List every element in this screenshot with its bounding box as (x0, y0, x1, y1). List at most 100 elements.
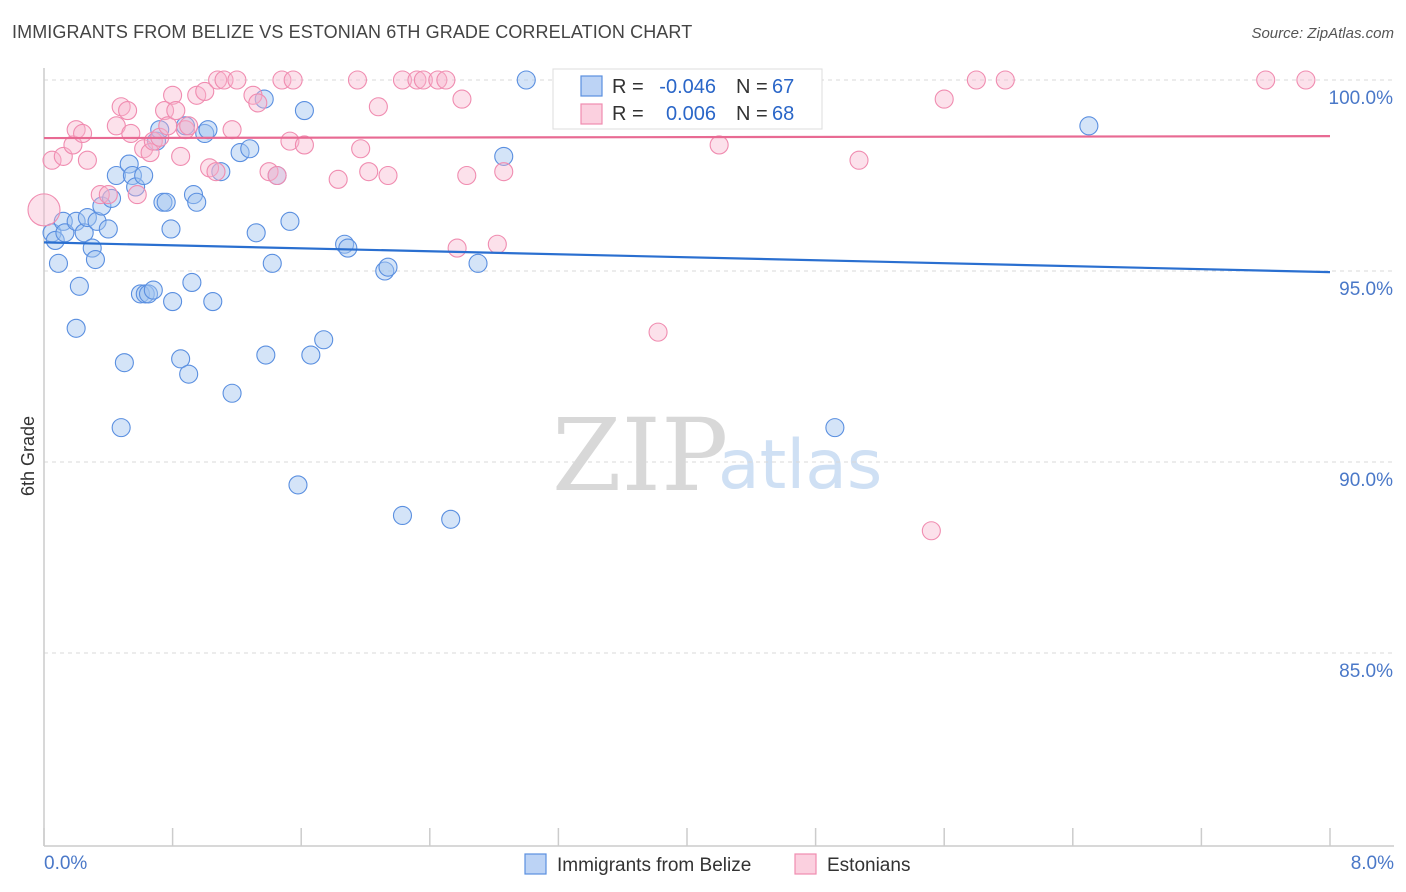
belize-point (126, 177, 146, 197)
estonians-point (127, 185, 147, 205)
belize-point (301, 345, 321, 365)
belize-point (45, 230, 65, 250)
y-axis-label: 6th Grade (18, 416, 38, 496)
estonians-point (368, 97, 388, 117)
belize-point (69, 276, 89, 296)
belize-point (222, 383, 242, 403)
belize-point (230, 143, 250, 163)
belize-point (66, 318, 86, 338)
belize-point (494, 146, 514, 166)
belize-point (171, 349, 191, 369)
estonians-point (267, 165, 287, 186)
belize-point (179, 364, 199, 384)
series-legend-swatch-estonians[interactable] (794, 853, 817, 875)
correlation-legend: R = -0.046 N = 67 R = 0.006 N = 68 (552, 68, 823, 130)
estonians-point (447, 238, 467, 258)
estonians-point (179, 116, 199, 136)
legend-n-label-belize: N = (736, 76, 768, 98)
belize-point (85, 249, 105, 270)
legend-r-value-estonians: 0.006 (666, 103, 716, 125)
belize-point (106, 165, 126, 186)
estonians-point (487, 234, 507, 254)
watermark-zip: ZIP (552, 397, 728, 514)
estonians-point (227, 70, 247, 90)
estonians-point (206, 162, 226, 182)
x-ticks (43, 828, 1331, 846)
series-legend-swatch-belize[interactable] (524, 853, 547, 875)
estonians-point (222, 120, 242, 140)
estonians-trend-line (43, 135, 1331, 140)
estonians-point (413, 70, 433, 90)
series-legend-label-belize[interactable]: Immigrants from Belize (557, 855, 751, 876)
estonians-point (1296, 70, 1316, 90)
belize-point (198, 120, 218, 140)
series-legend-label-estonians[interactable]: Estonians (827, 855, 910, 876)
belize-point (77, 207, 97, 228)
y-tick-label-2: 90.0% (1339, 470, 1393, 491)
estonians-point (121, 123, 141, 144)
legend-r-label-belize: R = (612, 76, 644, 98)
estonians-point (1256, 70, 1276, 90)
belize-point (111, 418, 131, 438)
y-tick-label-3: 85.0% (1339, 661, 1393, 682)
estonians-point (27, 193, 61, 227)
estonians-point (921, 521, 941, 541)
estonians-point (359, 162, 379, 182)
estonians-point (457, 165, 477, 186)
belize-point (211, 162, 231, 182)
estonians-point (195, 81, 215, 102)
belize-point (294, 101, 314, 121)
estonians-point (328, 169, 348, 189)
source-label: Source: ZipAtlas.com (1251, 25, 1394, 42)
estonians-point (407, 70, 427, 90)
axes (43, 68, 1394, 847)
belize-point (392, 505, 413, 526)
belize-point (134, 165, 154, 186)
belize-point (256, 345, 276, 365)
estonians-point (294, 135, 314, 155)
belize-point (161, 219, 181, 239)
belize-point (240, 139, 260, 159)
estonians-point (166, 101, 186, 121)
belize-point (87, 211, 107, 231)
belize-point (262, 253, 282, 273)
belize-point (156, 192, 176, 212)
legend-n-label-estonians: N = (736, 103, 768, 125)
belize-point (825, 418, 845, 438)
estonians-point (648, 322, 668, 342)
belize-point (66, 211, 86, 231)
estonians-point (77, 150, 97, 170)
estonians-point (140, 143, 160, 163)
estonians-point (98, 185, 118, 205)
estonians-point (428, 70, 448, 90)
belize-point (203, 292, 223, 312)
belize-point (101, 188, 122, 208)
belize-point (187, 192, 207, 212)
belize-point (182, 272, 202, 293)
belize-point (246, 223, 266, 243)
estonians-point (171, 146, 191, 166)
estonians-point (118, 101, 138, 121)
belize-point (143, 280, 163, 300)
estonians-point (163, 85, 183, 105)
belize-point (314, 330, 334, 350)
y-tick-label-1: 95.0% (1339, 279, 1393, 300)
belize-point (516, 70, 536, 90)
estonians-point (378, 165, 398, 186)
trend-lines (43, 135, 1331, 274)
belize-point (468, 253, 488, 273)
estonians-point (42, 150, 62, 170)
estonians-point (966, 70, 986, 90)
estonians-point (155, 101, 175, 121)
belize-point (122, 165, 142, 186)
chart-title: IMMIGRANTS FROM BELIZE VS ESTONIAN 6TH G… (12, 22, 693, 42)
estonians-point (452, 89, 472, 109)
estonians-point (90, 185, 110, 205)
belize-point (280, 211, 300, 231)
estonians-point (351, 139, 371, 159)
belize-point (338, 238, 358, 258)
legend-swatch-belize (580, 75, 603, 97)
y-tick-labels: 100.0% 95.0% 90.0% 85.0% (1329, 88, 1394, 682)
belize-point (48, 253, 69, 273)
watermark-atlas: atlas (718, 426, 882, 505)
